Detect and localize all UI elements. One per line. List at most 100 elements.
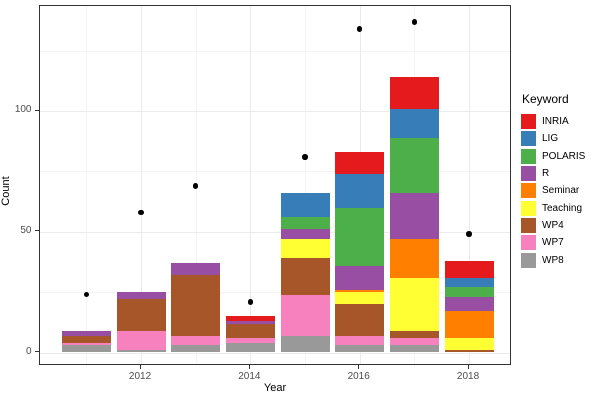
legend-label-POLARIS: POLARIS: [542, 150, 586, 162]
x-tick-label: 2016: [347, 371, 370, 382]
y-tick-mark: [35, 351, 39, 352]
x-tick-mark: [139, 365, 141, 369]
legend: Keyword INRIA LIG POLARIS R Seminar Teaching W…: [521, 92, 585, 269]
gridline-major-y: [39, 111, 510, 113]
legend-item-Seminar: Seminar: [521, 182, 585, 199]
data-point-2011: [83, 291, 90, 298]
legend-label-WP8: WP8: [542, 254, 564, 266]
legend-label-WP4: WP4: [542, 219, 564, 231]
gridline-minor-y: [39, 171, 510, 173]
bar-segment-INRIA-2016: [335, 152, 385, 174]
y-axis-title: Count: [0, 176, 12, 206]
legend-key-LIG: [521, 131, 536, 147]
bar-segment-WP4-2013: [171, 275, 221, 336]
bar-segment-Seminar-2018: [444, 311, 494, 338]
bar-segment-Teaching-2018: [444, 338, 494, 351]
legend-key-Teaching: [521, 200, 536, 216]
bar-segment-WP7-2017: [389, 338, 439, 346]
bar-segment-LIG-2018: [444, 277, 494, 288]
bar-segment-WP4-2016: [335, 304, 385, 336]
data-point-2014: [247, 299, 254, 305]
gridline-minor-x: [86, 6, 88, 364]
legend-item-INRIA: INRIA: [521, 113, 585, 130]
x-tick-label: 2018: [456, 371, 480, 382]
legend-label-INRIA: INRIA: [542, 116, 569, 128]
legend-item-LIG: LIG: [521, 130, 585, 147]
bar-segment-Teaching-2015: [280, 239, 330, 259]
legend-key-WP7: [521, 235, 536, 251]
y-tick-label: 100: [14, 104, 32, 116]
x-axis-title: Year: [263, 382, 287, 394]
bar-segment-INRIA-2014: [225, 316, 275, 322]
bar-segment-Seminar-2017: [389, 239, 439, 278]
y-tick-label: 0: [25, 345, 32, 357]
bar-segment-WP4-2012: [116, 299, 166, 331]
gridline-major-y: [39, 352, 510, 354]
x-tick-mark: [358, 365, 360, 369]
bar-segment-WP7-2016: [335, 335, 385, 346]
y-tick-mark: [35, 230, 39, 232]
bar-segment-R-2015: [280, 229, 330, 240]
bar-segment-Seminar-2016: [335, 289, 385, 293]
bar-segment-LIG-2015: [280, 193, 330, 218]
data-point-2015: [302, 154, 308, 160]
bar-segment-WP8-2017: [389, 345, 439, 353]
legend-item-Teaching: Teaching: [521, 199, 585, 216]
x-tick-mark: [248, 365, 250, 369]
bar-segment-POLARIS-2017: [389, 137, 439, 194]
plot-panel: [38, 5, 511, 365]
legend-key-WP4: [521, 217, 536, 233]
legend-label-Seminar: Seminar: [542, 185, 580, 197]
gridline-major-y: [39, 231, 510, 233]
bar-segment-LIG-2017: [389, 108, 439, 138]
gridline-major-x: [141, 6, 143, 364]
gridline-major-x: [250, 6, 252, 364]
bar-segment-WP4-2015: [280, 258, 330, 295]
bar-segment-WP4-2014: [225, 323, 275, 338]
bar-segment-WP8-2016: [335, 345, 385, 353]
data-point-2016: [356, 26, 363, 32]
legend-items: INRIA LIG POLARIS R Seminar Teaching WP4 WP7 WP8: [521, 113, 585, 269]
bar-segment-R-2014: [225, 321, 275, 324]
bar-segment-WP7-2011: [61, 342, 111, 346]
bar-segment-R-2016: [335, 265, 385, 290]
bar-segment-WP8-2011: [61, 345, 111, 353]
data-point-2013: [192, 183, 199, 189]
bar-segment-WP8-2013: [171, 345, 221, 353]
legend-label-R: R: [542, 168, 550, 180]
bar-segment-LIG-2016: [335, 173, 385, 208]
bar-segment-WP4-2018: [444, 350, 494, 353]
bar-segment-R-2012: [116, 292, 166, 300]
legend-key-INRIA: [521, 114, 536, 130]
legend-item-R: R: [521, 165, 585, 182]
bar-segment-INRIA-2018: [444, 260, 494, 278]
bar-segment-WP8-2015: [280, 335, 330, 353]
legend-key-R: [521, 166, 536, 182]
data-point-2017: [411, 19, 418, 25]
legend-label-Teaching: Teaching: [542, 202, 583, 214]
data-point-2018: [466, 231, 472, 237]
bar-segment-WP7-2015: [280, 294, 330, 336]
gridline-minor-y: [39, 292, 510, 294]
legend-item-POLARIS: POLARIS: [521, 148, 585, 165]
legend-key-Seminar: [521, 183, 536, 199]
bar-segment-WP4-2017: [389, 330, 439, 338]
bar-segment-R-2018: [444, 296, 494, 312]
data-point-2012: [138, 209, 144, 216]
legend-label-WP7: WP7: [542, 237, 564, 249]
legend-title: Keyword: [522, 92, 569, 106]
y-tick-label: 50: [20, 224, 32, 236]
bar-segment-R-2013: [171, 263, 221, 276]
bar-segment-WP7-2013: [171, 335, 221, 346]
bar-segment-WP7-2012: [116, 330, 166, 351]
legend-item-WP4: WP4: [521, 217, 585, 234]
bar-segment-WP8-2012: [116, 350, 166, 353]
bar-segment-INRIA-2017: [389, 77, 439, 109]
bar-segment-Teaching-2017: [389, 277, 439, 331]
bar-segment-POLARIS-2016: [335, 207, 385, 266]
x-tick-label: 2014: [238, 371, 261, 382]
bar-segment-R-2017: [389, 193, 439, 240]
gridline-minor-x: [305, 6, 307, 364]
legend-item-WP8: WP8: [521, 251, 585, 268]
